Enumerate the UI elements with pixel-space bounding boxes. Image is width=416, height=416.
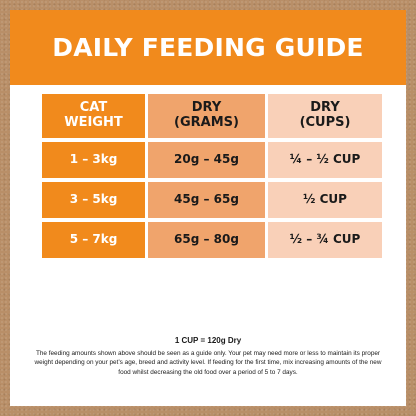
- header-dry-cups: DRY (CUPS): [268, 94, 382, 138]
- page-title: DAILY FEEDING GUIDE: [52, 33, 364, 62]
- cell-weight: 3 – 5kg: [42, 182, 145, 218]
- header-dry-grams: DRY (GRAMS): [148, 94, 265, 138]
- feeding-table: CAT WEIGHT DRY (GRAMS) DRY (CUPS) 1 – 3k…: [39, 90, 385, 262]
- header-dry-grams-label: DRY (GRAMS): [174, 100, 239, 130]
- table-row: 5 – 7kg 65g – 80g ½ – ¾ CUP: [42, 222, 382, 258]
- title-banner: DAILY FEEDING GUIDE: [10, 10, 406, 85]
- header-dry-cups-label: DRY (CUPS): [299, 100, 351, 130]
- cell-grams: 20g – 45g: [148, 142, 265, 178]
- table-row: 1 – 3kg 20g – 45g ¼ – ½ CUP: [42, 142, 382, 178]
- feeding-disclaimer: The feeding amounts shown above should b…: [34, 350, 382, 376]
- table-header-row: CAT WEIGHT DRY (GRAMS) DRY (CUPS): [42, 94, 382, 138]
- cell-cups: ½ CUP: [268, 182, 382, 218]
- feeding-guide-panel: CAT WEIGHT DRY (GRAMS) DRY (CUPS) 1 – 3k…: [10, 85, 406, 406]
- cell-cups: ¼ – ½ CUP: [268, 142, 382, 178]
- cell-grams: 65g – 80g: [148, 222, 265, 258]
- cell-cups: ½ – ¾ CUP: [268, 222, 382, 258]
- header-cat-weight: CAT WEIGHT: [42, 94, 145, 138]
- header-cat-weight-label: CAT WEIGHT: [64, 100, 123, 130]
- cell-weight: 1 – 3kg: [42, 142, 145, 178]
- table-row: 3 – 5kg 45g – 65g ½ CUP: [42, 182, 382, 218]
- cell-grams: 45g – 65g: [148, 182, 265, 218]
- cup-conversion-note: 1 CUP = 120g Dry: [174, 336, 242, 345]
- cell-weight: 5 – 7kg: [42, 222, 145, 258]
